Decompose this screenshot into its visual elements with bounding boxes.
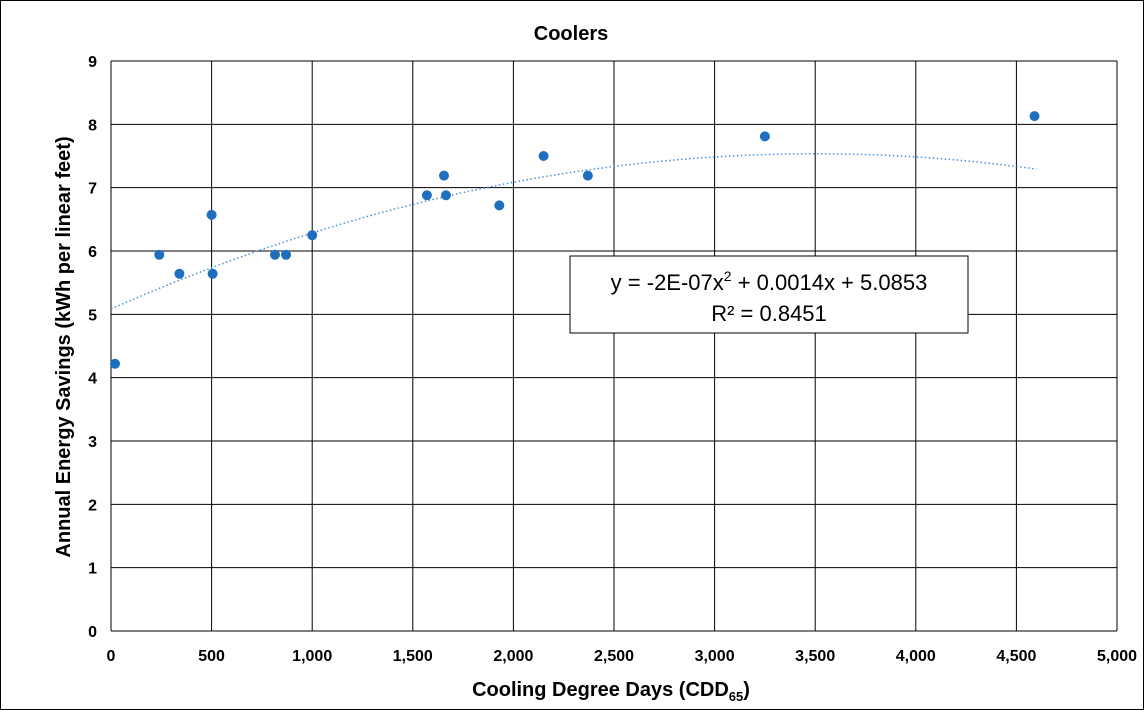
data-point-10 <box>440 190 451 201</box>
data-point-13 <box>582 170 593 181</box>
r-squared-label: R² = 0.8451 <box>711 301 827 326</box>
data-point-11 <box>494 200 505 211</box>
x-axis-label-main: Cooling Degree Days (CDD <box>472 679 729 701</box>
data-point-9 <box>438 170 449 181</box>
data-point-1 <box>154 249 165 260</box>
data-point-2 <box>174 268 185 279</box>
y-tick-label: 9 <box>88 54 97 71</box>
data-point-6 <box>281 249 292 260</box>
y-tick-label: 4 <box>88 371 97 388</box>
data-point-12 <box>538 151 549 161</box>
data-point-8 <box>421 190 432 201</box>
y-tick-label: 5 <box>88 307 97 324</box>
y-tick-label: 1 <box>88 561 97 578</box>
x-tick-label: 0 <box>107 648 116 665</box>
equation-suffix: + 0.0014x + 5.0853 <box>732 270 928 295</box>
y-tick-label: 0 <box>88 624 97 641</box>
x-tick-label: 1,500 <box>393 648 433 665</box>
x-axis-label-subscript: 65 <box>729 689 743 704</box>
x-tick-label: 500 <box>198 648 225 665</box>
y-axis-label: Annual Energy Savings (kWh per linear fe… <box>53 136 75 557</box>
data-point-15 <box>1029 111 1040 122</box>
data-point-3 <box>206 209 217 220</box>
x-tick-label: 5,000 <box>1097 648 1137 665</box>
y-tick-label: 8 <box>88 117 97 134</box>
y-tick-label: 3 <box>88 434 97 451</box>
x-axis-label: Cooling Degree Days (CDD65) <box>472 679 750 704</box>
x-tick-label: 2,000 <box>493 648 533 665</box>
data-points <box>110 111 1040 369</box>
trendline-curve <box>110 153 1037 310</box>
equation-prefix: y = -2E-07x <box>611 270 724 295</box>
x-tick-label: 1,000 <box>292 648 332 665</box>
x-tick-label: 3,500 <box>795 648 835 665</box>
chart-title: Coolers <box>534 23 608 45</box>
equation-box-frame <box>569 255 969 334</box>
data-point-7 <box>307 230 318 241</box>
x-tick-label: 3,000 <box>695 648 735 665</box>
data-point-0 <box>110 358 121 369</box>
data-point-4 <box>207 268 218 279</box>
trendline-equation-box: y = -2E-07x2 + 0.0014x + 5.0853 R² = 0.8… <box>569 255 969 334</box>
data-point-5 <box>269 249 280 260</box>
x-tick-labels: 0 500 1,000 1,500 2,000 2,500 3,000 3,500 4,000 4… <box>107 648 1138 665</box>
x-tick-label: 4,500 <box>996 648 1036 665</box>
x-tick-label: 4,000 <box>896 648 936 665</box>
x-axis-label-end: ) <box>743 679 750 701</box>
data-point-14 <box>759 131 770 142</box>
y-tick-labels: 0 1 2 3 4 5 6 7 8 9 <box>88 54 97 641</box>
y-tick-label: 2 <box>88 497 97 514</box>
x-tick-label: 2,500 <box>594 648 634 665</box>
trendline <box>110 153 1037 310</box>
y-tick-label: 6 <box>88 244 97 261</box>
trendline-equation: y = -2E-07x2 + 0.0014x + 5.0853 <box>611 268 928 295</box>
equation-exponent: 2 <box>724 268 732 284</box>
y-tick-label: 7 <box>88 181 97 198</box>
